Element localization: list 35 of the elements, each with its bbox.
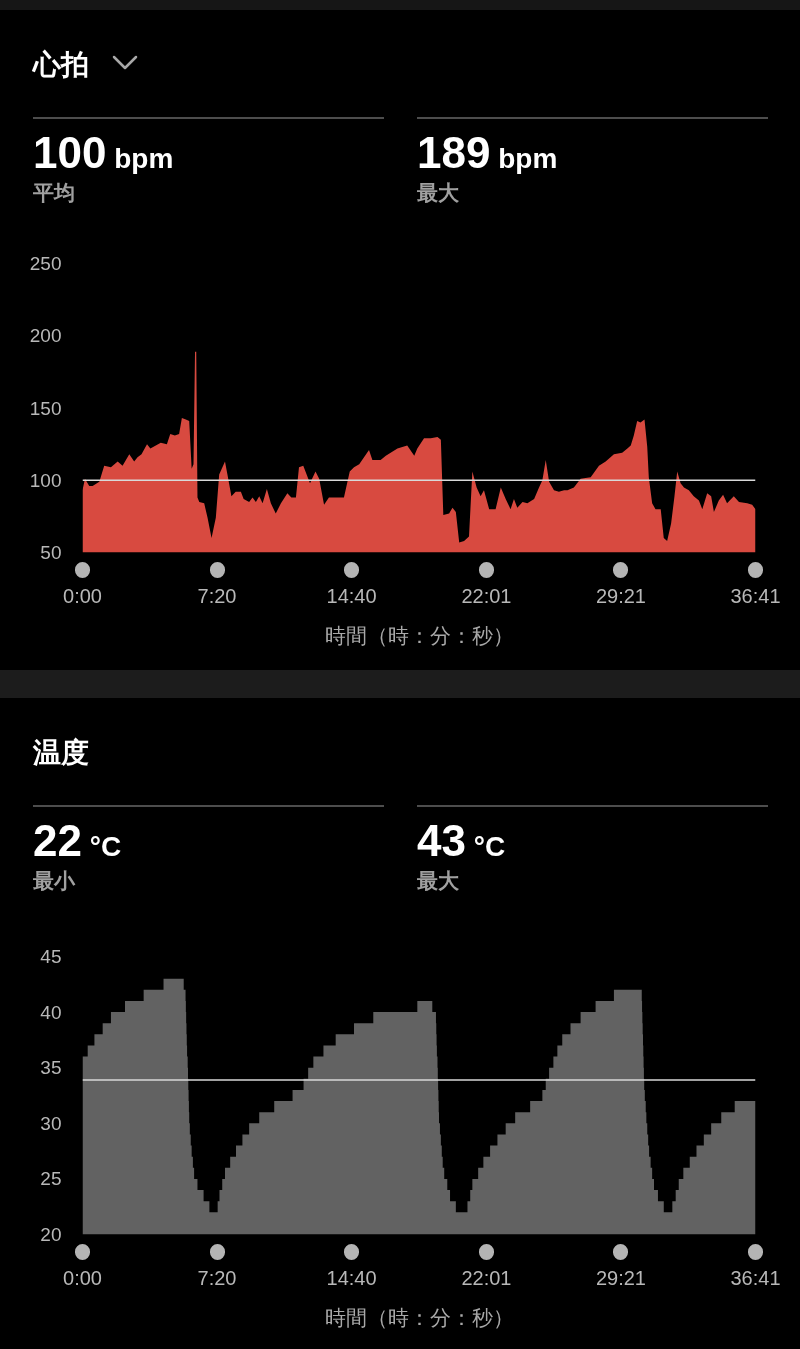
text: 43 °C <box>417 816 506 865</box>
text: 22 °C <box>33 816 122 865</box>
y-tick-label: 40 <box>40 1001 62 1023</box>
chart-title: 心拍 <box>33 48 90 82</box>
y-tick-label: 25 <box>40 1168 62 1190</box>
x-tick-label: 29:21 <box>595 1266 646 1289</box>
x-tick-label: 7:20 <box>197 1266 237 1289</box>
x-tick-label: 7:20 <box>197 584 237 607</box>
text: 189 bpm <box>417 128 558 177</box>
y-tick-label: 150 <box>29 397 62 419</box>
y-tick-label: 45 <box>40 946 62 967</box>
y-tick-label: 250 <box>29 253 62 274</box>
x-tick-label: 22:01 <box>461 1266 512 1289</box>
x-axis-title: 時間（時：分：秒） <box>324 623 514 647</box>
y-tick-label: 30 <box>40 1112 62 1134</box>
text: 最大 <box>417 868 459 894</box>
x-tick-label: 14:40 <box>326 1266 377 1289</box>
y-tick-label: 50 <box>40 542 62 563</box>
y-tick-label: 100 <box>29 469 62 491</box>
y-tick-label: 35 <box>40 1057 62 1079</box>
chart-title: 温度 <box>33 736 89 770</box>
text: 最小 <box>33 868 75 894</box>
x-tick-label: 0:00 <box>63 584 102 607</box>
x-tick-label: 14:40 <box>326 584 377 607</box>
text: 平均 <box>33 180 75 206</box>
y-tick-label: 20 <box>40 1224 62 1245</box>
x-tick-label: 0:00 <box>63 1266 102 1289</box>
text: 100 bpm <box>33 128 174 177</box>
x-tick-label: 36:41 <box>730 1266 781 1289</box>
x-tick-label: 29:21 <box>595 584 646 607</box>
x-tick-label: 36:41 <box>730 584 781 607</box>
y-tick-label: 200 <box>29 325 62 347</box>
x-axis-title: 時間（時：分：秒） <box>324 1305 514 1329</box>
x-tick-label: 22:01 <box>461 584 512 607</box>
text: 最大 <box>417 180 459 206</box>
